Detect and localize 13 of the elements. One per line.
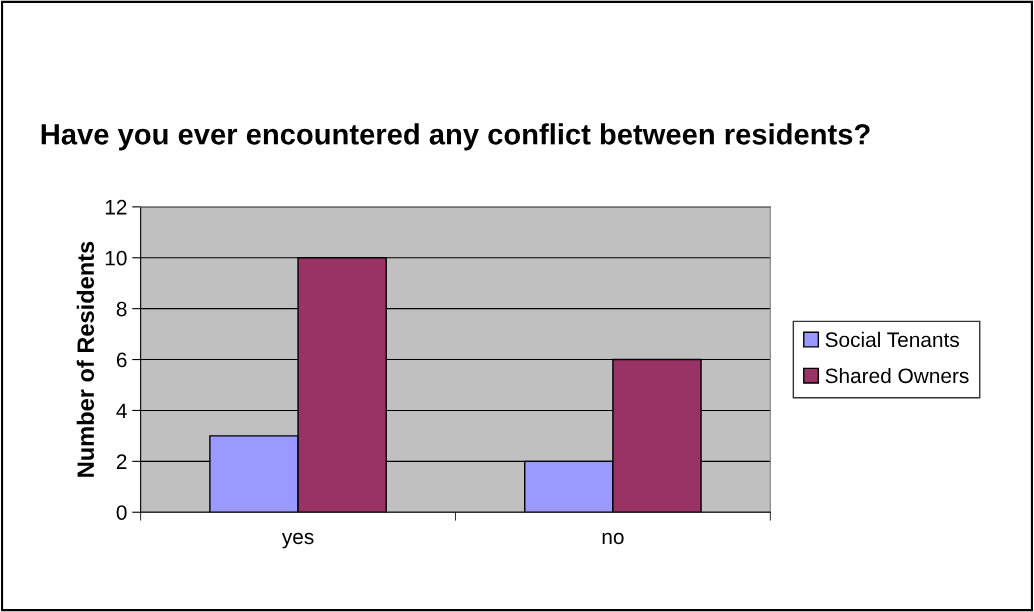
chart-title: Have you ever encountered any conflict between residents? [41,123,870,151]
y-tick-label: 10 [105,250,127,266]
legend-label: Shared Owners [825,367,969,384]
x-tick-label: yes [281,532,314,549]
y-tick-label: 0 [116,505,127,520]
y-tick-label: 12 [105,199,127,215]
y-tick-label: 8 [116,301,127,317]
x-tick-label: no [602,532,624,545]
y-tick-label: 2 [116,454,127,469]
y-tick-label: 4 [116,403,127,418]
legend-label: Social Tenants [825,331,959,348]
y-tick-label: 6 [116,352,127,368]
y-axis-title: Number of Residents [76,241,95,477]
